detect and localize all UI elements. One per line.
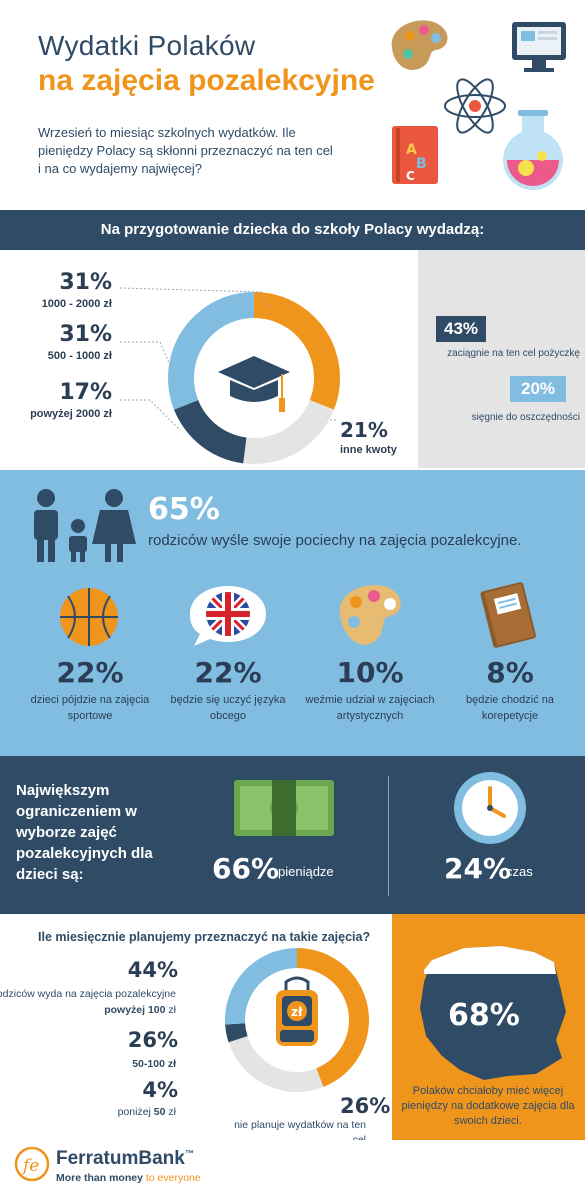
spend-pct-1: 31% — [59, 270, 112, 295]
planning-donut-slices — [225, 948, 370, 1092]
spend-pct-3: 17% — [59, 380, 112, 405]
donut1-slice-2 — [174, 400, 247, 464]
svg-text:A: A — [406, 142, 417, 158]
money-label: pieniądze — [278, 864, 334, 879]
plan-label-1: rodziców wyda na zajęcia pozalekcyjne po… — [0, 986, 176, 1018]
title-line1: Wydatki Polaków — [38, 30, 256, 61]
plan-pct-4: 26% — [340, 1094, 391, 1118]
plan-pct-2: 26% — [127, 1028, 178, 1052]
poland-pct: 68% — [448, 998, 520, 1033]
leader-lines — [120, 287, 338, 431]
brand-name-b: Bank — [138, 1148, 185, 1169]
plan-question: Ile miesięcznie planujemy przeznaczyć na… — [38, 930, 371, 944]
savings-pct: 20% — [510, 376, 566, 402]
monitor-icon — [512, 22, 566, 72]
graduation-cap-icon — [210, 334, 298, 422]
kids-activity-text: rodziców wyśle swoje pociechy na zajęcia… — [148, 532, 522, 549]
brand-tagline: More than money to everyone — [56, 1172, 201, 1184]
loan-label: zaciągnie na ten cel pożyczkę — [447, 348, 580, 359]
donut1-slice-3 — [243, 400, 334, 464]
svg-text:zł: zł — [291, 1005, 303, 1019]
title-line2: na zajęcia pozalekcyjne — [38, 64, 375, 97]
donut1-slice-1 — [168, 292, 254, 410]
donut2-slice-3 — [228, 1036, 324, 1092]
ferratum-logo-icon: fe — [14, 1146, 50, 1182]
tagline-a: More than money — [56, 1172, 143, 1184]
kids-activity-pct: 65% — [148, 492, 220, 527]
plan-pct-1: 44% — [127, 958, 178, 982]
plan-label-3: poniżej 50 zł — [0, 1104, 176, 1120]
poland-text: Polaków chciałoby mieć więcej pieniędzy … — [401, 1085, 575, 1127]
backpack-icon: zł — [276, 976, 318, 1046]
plan-label-3-bold: 50 — [153, 1106, 166, 1118]
spending-donut — [120, 287, 340, 464]
book-icon — [480, 582, 536, 648]
tagline-b: to everyone — [145, 1172, 201, 1184]
donut2-slice-2 — [225, 1023, 248, 1043]
svg-text:B: B — [416, 156, 427, 172]
plan-label-1-tail: zł — [168, 1004, 176, 1016]
header-icons: A B C — [391, 20, 566, 190]
loan-pct: 43% — [436, 316, 486, 342]
svg-text:fe: fe — [21, 1156, 39, 1176]
plan-label-1-bold: powyżej 100 — [104, 1004, 166, 1016]
footer — [0, 1140, 585, 1200]
time-pct: 24% — [444, 852, 512, 885]
spending-donut-slices — [168, 292, 340, 464]
spend-pct-4: 21% — [340, 418, 388, 442]
family-icon — [34, 489, 136, 562]
brand-name: FerratumBank™ — [56, 1148, 194, 1170]
money-pct: 66% — [212, 852, 280, 885]
activity-pct-sport: 22% — [56, 656, 124, 689]
activity-label-sport: dzieci pójdzie na zajęcia sportowe — [30, 694, 150, 722]
spend-label-3: powyżej 2000 zł — [30, 408, 112, 420]
plan-label-3-a: poniżej — [117, 1106, 151, 1118]
activity-pct-language: 22% — [194, 656, 262, 689]
activity-label-language: będzie się uczyć języka obcego — [170, 694, 286, 722]
section1-banner: Na przygotowanie dziecka do szkoły Polac… — [0, 210, 585, 250]
svg-text:C: C — [406, 169, 415, 183]
palette-icon — [339, 585, 401, 645]
donut2-slice-0 — [297, 948, 370, 1087]
brand-name-a: Ferratum — [56, 1148, 139, 1169]
time-label: czas — [506, 864, 533, 879]
activity-label-art: weźmie udział w zajęciach artystycznych — [305, 694, 435, 722]
section1-banner-text: Na przygotowanie dziecka do szkoły Polac… — [100, 221, 485, 238]
activity-label-tutoring: będzie chodzić na korepetycje — [465, 694, 555, 722]
uk-flag-speech-icon — [190, 586, 266, 646]
spend-label-4: inne kwoty — [340, 444, 397, 456]
atom-icon — [444, 78, 506, 134]
plan-label-3-tail: zł — [168, 1106, 176, 1118]
brand-tm: ™ — [184, 1148, 194, 1159]
plan-pct-3: 4% — [142, 1078, 178, 1102]
poland-map-icon — [420, 946, 566, 1080]
plan-label-2: 50-100 zł — [132, 1058, 176, 1070]
clock-icon — [454, 772, 526, 844]
planning-donut: zł — [225, 948, 370, 1092]
plan-label-1-a: rodziców wyda na zajęcia pozalekcyjne — [0, 988, 176, 1000]
spend-pct-2: 31% — [59, 322, 112, 347]
flask-icon — [503, 110, 563, 190]
limits-divider — [388, 776, 389, 896]
spend-label-1: 1000 - 2000 zł — [41, 298, 112, 310]
donut2-slice-1 — [225, 948, 297, 1025]
savings-label: sięgnie do oszczędności — [471, 412, 580, 423]
palette-icon — [391, 20, 448, 70]
donut1-slice-0 — [254, 292, 340, 410]
intro-text: Wrzesień to miesiąc szkolnych wydatków. … — [38, 125, 333, 176]
spend-label-2: 500 - 1000 zł — [47, 350, 112, 362]
loans-panel — [418, 250, 585, 468]
limits-text: Największym ograniczeniem w wyborze zaję… — [16, 782, 153, 883]
activity-pct-tutoring: 8% — [486, 656, 534, 689]
basketball-icon — [60, 588, 118, 646]
activity-pct-art: 10% — [336, 656, 404, 689]
abc-book-icon: A B C — [392, 126, 438, 184]
money-icon — [234, 780, 334, 836]
